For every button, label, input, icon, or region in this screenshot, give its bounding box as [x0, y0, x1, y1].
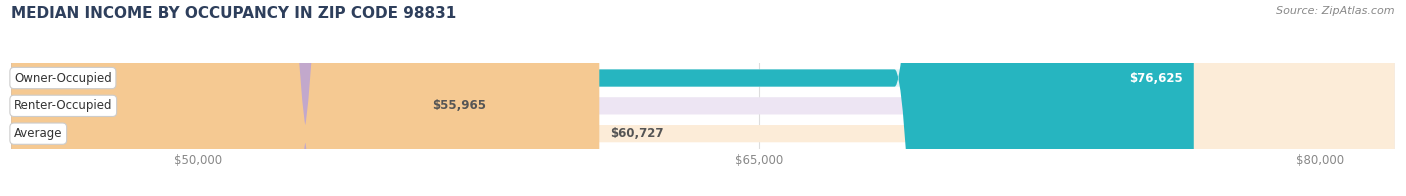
Text: Source: ZipAtlas.com: Source: ZipAtlas.com: [1277, 6, 1395, 16]
Text: $55,965: $55,965: [432, 99, 486, 112]
FancyBboxPatch shape: [11, 0, 422, 196]
FancyBboxPatch shape: [11, 0, 1395, 196]
Text: Average: Average: [14, 127, 62, 140]
FancyBboxPatch shape: [11, 0, 599, 196]
FancyBboxPatch shape: [11, 0, 1395, 196]
FancyBboxPatch shape: [11, 0, 1194, 196]
Text: $60,727: $60,727: [610, 127, 664, 140]
Text: $76,625: $76,625: [1129, 72, 1182, 84]
Text: MEDIAN INCOME BY OCCUPANCY IN ZIP CODE 98831: MEDIAN INCOME BY OCCUPANCY IN ZIP CODE 9…: [11, 6, 457, 21]
Text: Owner-Occupied: Owner-Occupied: [14, 72, 111, 84]
FancyBboxPatch shape: [11, 0, 1395, 196]
Text: Renter-Occupied: Renter-Occupied: [14, 99, 112, 112]
